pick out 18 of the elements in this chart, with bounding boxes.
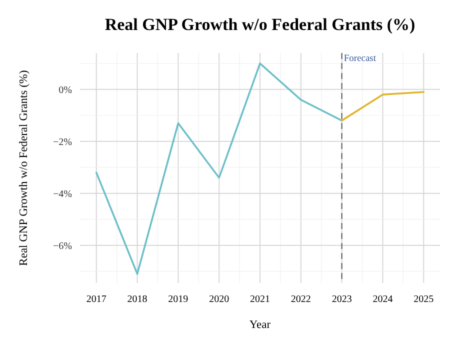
x-axis-title: Year [249,319,271,331]
x-tick-label: 2017 [86,294,106,305]
x-tick-label: 2019 [168,294,188,305]
y-axis-title: Real GNP Growth w/o Federal Grants (%) [18,70,30,266]
line-series [95,62,343,275]
x-tick-label: 2018 [127,294,148,305]
x-tick-label: 2021 [250,294,270,305]
x-tick-label: 2024 [372,294,393,305]
x-tick-label: 2023 [332,294,352,305]
chart-title: Real GNP Growth w/o Federal Grants (%) [104,15,416,34]
y-tick-label: 0% [58,84,72,96]
y-tick-label: −4% [53,188,72,200]
x-tick-label: 2025 [414,294,434,305]
y-tick-label: −2% [53,136,72,148]
x-tick-label: 2022 [290,294,311,305]
x-tick-label: 2020 [209,294,230,305]
ref-line-label: Forecast [344,54,376,64]
y-tick-label: −6% [53,240,72,252]
